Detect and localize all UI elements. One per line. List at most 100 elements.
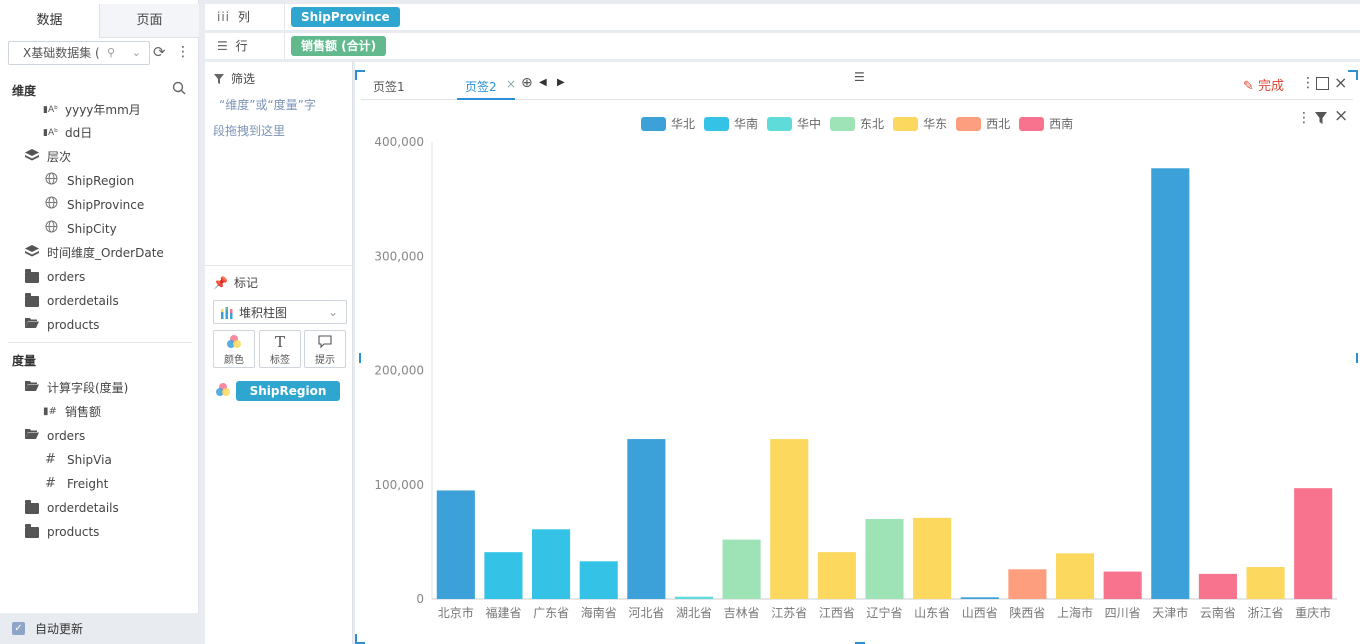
chart-type-select[interactable]: 堆积柱图 ⌄ [213,300,347,324]
refresh-icon[interactable]: ⟳ [153,43,166,61]
columns-pill[interactable]: ShipProvince [291,7,400,27]
resize-handle[interactable] [1348,70,1358,72]
resize-handle[interactable] [355,634,357,644]
tree-item[interactable]: ▮# 销售额 [43,400,101,424]
resize-handle[interactable] [855,642,865,644]
tree-item-label: orders [47,270,86,284]
more-options-icon[interactable]: ⋮ [1301,75,1315,91]
bar[interactable] [1198,573,1237,599]
bar[interactable] [1151,168,1190,599]
bar[interactable] [1055,553,1095,599]
x-tick-label: 河北省 [628,606,664,620]
legend-item[interactable]: 西南 [1019,115,1073,132]
bar[interactable] [913,517,952,599]
tree-item[interactable]: products [25,520,99,544]
rows-label: 行 [235,39,248,53]
legend-item[interactable]: 东北 [830,115,884,132]
legend-swatch [1019,116,1045,131]
hash-icon: # [45,476,56,491]
filter-title: 筛选 [231,72,256,86]
bar[interactable] [627,439,666,599]
tree-item[interactable]: # Freight [45,472,108,496]
bar[interactable] [960,597,999,599]
chart-filter-icon[interactable] [1315,112,1327,127]
legend-item[interactable]: 华东 [893,115,947,132]
tree-item[interactable]: ShipRegion [45,169,134,193]
prev-tab-icon[interactable]: ◀ [539,77,547,88]
tab-page-1[interactable]: 页签1 [373,80,405,94]
bar[interactable] [865,519,904,599]
bar[interactable] [579,561,618,599]
resize-handle[interactable] [1356,353,1358,363]
bar[interactable] [1246,567,1285,599]
close-tab-icon[interactable]: × [506,77,517,91]
chevron-down-icon[interactable]: ⌄ [131,46,141,59]
tree-item[interactable]: 层次 [25,145,71,169]
resize-handle[interactable] [355,642,365,644]
bar[interactable] [484,552,523,599]
bar[interactable] [532,529,571,599]
add-tab-icon[interactable]: ⊕ [521,75,533,91]
chart-more-icon[interactable]: ⋮ [1297,110,1311,126]
tree-item[interactable]: ShipCity [45,217,117,241]
legend-swatch [704,116,730,131]
tab-page[interactable]: 页面 [100,4,199,38]
close-icon[interactable]: × [1334,73,1348,92]
tree-item[interactable]: 时间维度_OrderDate [25,241,164,265]
next-tab-icon[interactable]: ▶ [557,77,565,88]
tree-item[interactable]: orders [25,424,85,448]
legend-label: 西南 [1049,117,1074,131]
tree-item[interactable]: ▮Aᵇ yyyy年mm月 [43,98,141,122]
color-field-pill[interactable]: ShipRegion [236,381,340,401]
tree-item[interactable]: ▮Aᵇ dd日 [43,121,92,145]
panel-divider [205,265,353,266]
tooltip-mark-button[interactable]: 提示 [304,330,346,368]
section-divider [8,342,192,343]
bar[interactable] [1008,569,1047,599]
tree-item[interactable]: orders [25,265,85,289]
search-icon[interactable]: ⚲ [106,46,115,59]
legend-item[interactable]: 西北 [956,115,1010,132]
resize-handle[interactable] [355,70,365,72]
resize-handle[interactable] [359,353,361,363]
auto-update-toggle[interactable]: ✓ 自动更新 [0,613,199,644]
rows-pill[interactable]: 销售额 (合计) [291,36,387,56]
label-mark-button[interactable]: T 标签 [259,330,301,368]
columns-shelf[interactable]: iii 列 ShipProvince [205,4,1360,30]
edit-done-button[interactable]: ✎ 完成 [1243,75,1284,94]
tree-item[interactable]: # ShipVia [45,448,112,472]
tab-page-2[interactable]: 页签2 [465,80,497,94]
color-mark-button[interactable]: 颜色 [213,330,255,368]
legend-swatch [641,116,666,131]
search-dimensions-icon[interactable] [172,81,186,95]
tree-item[interactable]: orderdetails [25,496,119,520]
globe-icon [45,217,59,241]
bar[interactable] [436,490,475,599]
maximize-icon[interactable] [1316,77,1329,90]
legend-item[interactable]: 华北 [641,115,695,132]
y-tick-label: 0 [416,592,424,606]
tree-item[interactable]: ShipProvince [45,193,144,217]
legend-item[interactable]: 华南 [704,115,758,132]
filter-drop-zone[interactable]: “维度”或“度量”字 段拖拽到这里 [213,92,347,144]
resize-handle[interactable] [1356,70,1358,80]
bar[interactable] [817,552,856,599]
bar[interactable] [1294,488,1333,599]
legend-item[interactable]: 华中 [767,115,821,132]
resize-handle[interactable] [355,70,357,80]
bar[interactable] [1103,571,1142,599]
tab-data[interactable]: 数据 [0,4,100,38]
checkbox-checked-icon[interactable]: ✓ [12,622,25,635]
tree-item[interactable]: 计算字段(度量) [25,376,128,400]
bar[interactable] [722,539,761,599]
tree-item[interactable]: orderdetails [25,289,119,313]
more-options-icon[interactable]: ⋮ [176,44,190,60]
drag-handle-icon[interactable]: ☰ [854,70,865,84]
bar[interactable] [770,439,809,599]
filter-marks-panel: 筛选 “维度”或“度量”字 段拖拽到这里 📌 标记 堆积柱图 ⌄ 颜色 T 标签… [205,62,353,644]
dataset-select[interactable]: X基础数据集 ( ⚲ ⌄ [8,41,150,65]
chart-close-icon[interactable]: × [1334,106,1349,126]
tree-item[interactable]: products [25,313,99,337]
bar[interactable] [674,596,714,599]
rows-shelf[interactable]: ☰ 行 销售额 (合计) [205,33,1360,59]
